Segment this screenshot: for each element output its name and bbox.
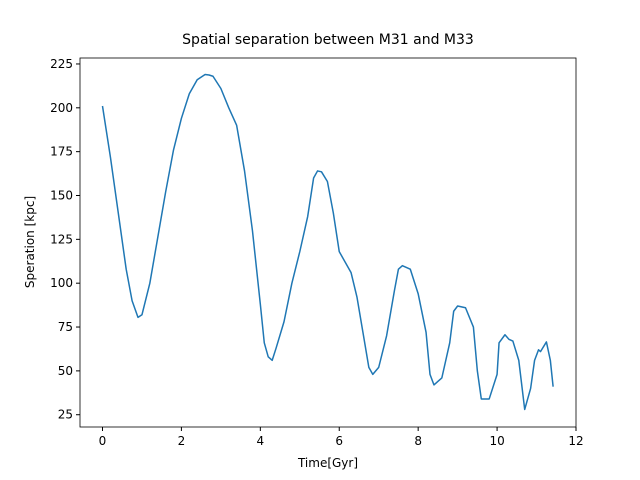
y-axis-label: Speration [kpc] — [23, 196, 37, 288]
x-tick-label: 8 — [414, 434, 422, 448]
y-tick-label: 200 — [50, 101, 73, 115]
x-tick-label: 0 — [99, 434, 107, 448]
y-tick-label: 225 — [50, 57, 73, 71]
x-tick-label: 12 — [568, 434, 583, 448]
y-tick-label: 75 — [58, 320, 73, 334]
y-tick-label: 175 — [50, 145, 73, 159]
x-tick-label: 4 — [257, 434, 265, 448]
y-tick-label: 125 — [50, 232, 73, 246]
x-tick-label: 10 — [489, 434, 504, 448]
chart-title: Spatial separation between M31 and M33 — [182, 32, 474, 48]
data-line — [101, 73, 554, 411]
y-tick-label: 25 — [58, 408, 73, 422]
x-axis-label: Time[Gyr] — [297, 456, 358, 470]
x-tick-label: 2 — [178, 434, 186, 448]
y-tick-label: 150 — [50, 188, 73, 202]
plot-frame — [79, 57, 577, 428]
x-tick-label: 6 — [335, 434, 343, 448]
y-tick-label: 100 — [50, 276, 73, 290]
y-tick-label: 50 — [58, 364, 73, 378]
